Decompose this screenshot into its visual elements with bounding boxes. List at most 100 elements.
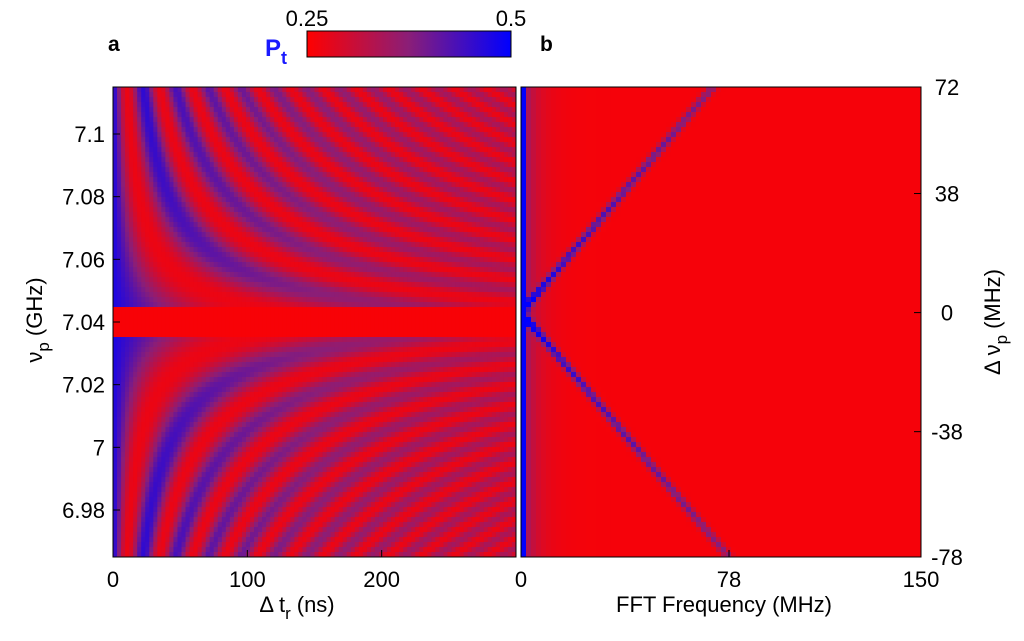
heat-cell bbox=[181, 187, 187, 193]
heat-cell bbox=[213, 227, 219, 233]
heat-cell bbox=[370, 222, 376, 228]
heat-cell bbox=[399, 117, 404, 123]
heat-cell bbox=[125, 327, 130, 333]
heat-cell bbox=[221, 252, 227, 258]
heat-cell bbox=[338, 227, 344, 233]
heat-cell bbox=[391, 187, 396, 193]
heat-cell bbox=[278, 297, 283, 303]
heat-cell bbox=[306, 112, 312, 118]
heat-cell bbox=[354, 307, 360, 313]
heat-cell bbox=[463, 127, 469, 133]
heat-cell bbox=[455, 167, 461, 173]
heat-cell bbox=[451, 107, 457, 113]
heat-cell bbox=[117, 232, 122, 238]
heat-cell bbox=[366, 272, 372, 278]
heat-cell bbox=[201, 142, 207, 148]
heat-cell bbox=[451, 127, 457, 133]
heat-cell bbox=[463, 172, 469, 178]
heat-cell bbox=[233, 177, 239, 183]
heat-cell bbox=[225, 192, 231, 198]
heat-cell bbox=[310, 287, 316, 293]
heat-cell bbox=[358, 217, 364, 223]
heat-cell bbox=[302, 317, 308, 323]
heat-cell bbox=[415, 237, 420, 243]
heat-cell bbox=[113, 87, 118, 93]
heat-cell bbox=[250, 227, 255, 233]
heat-cell bbox=[383, 217, 388, 223]
heat-cell bbox=[245, 122, 251, 128]
heat-cell bbox=[278, 267, 283, 273]
heat-cell bbox=[447, 182, 453, 188]
heat-cell bbox=[129, 227, 134, 233]
heat-cell bbox=[181, 107, 187, 113]
heat-cell bbox=[213, 142, 219, 148]
heat-cell bbox=[435, 262, 441, 268]
heat-cell bbox=[233, 117, 239, 123]
heat-cell bbox=[459, 222, 465, 228]
heat-cell bbox=[467, 282, 473, 288]
heat-cell bbox=[366, 257, 372, 263]
heat-cell bbox=[157, 92, 162, 98]
heat-cell bbox=[181, 157, 187, 163]
heat-cell bbox=[391, 317, 396, 323]
heat-cell bbox=[213, 232, 219, 238]
heat-cell bbox=[145, 182, 150, 188]
heat-cell bbox=[362, 102, 368, 108]
heat-cell bbox=[330, 217, 336, 223]
heat-cell bbox=[342, 192, 348, 198]
heat-cell bbox=[338, 257, 344, 263]
heat-cell bbox=[463, 87, 469, 93]
heat-cell bbox=[374, 117, 380, 123]
heat-cell bbox=[391, 207, 396, 213]
heat-cell bbox=[423, 162, 428, 168]
heat-cell bbox=[221, 292, 227, 298]
heat-cell bbox=[334, 312, 340, 318]
heat-cell bbox=[511, 117, 516, 123]
heat-cell bbox=[145, 332, 150, 338]
heat-cell bbox=[137, 252, 142, 258]
heat-cell bbox=[209, 287, 215, 293]
heat-cell bbox=[266, 227, 271, 233]
heat-cell bbox=[354, 137, 360, 143]
heat-cell bbox=[354, 287, 360, 293]
heat-cell bbox=[342, 292, 348, 298]
heat-cell bbox=[346, 327, 352, 333]
heat-cell bbox=[181, 307, 187, 313]
heat-cell bbox=[483, 292, 489, 298]
heat-cell bbox=[157, 212, 162, 218]
heat-cell bbox=[278, 147, 283, 153]
heat-cell bbox=[310, 267, 316, 273]
heat-cell bbox=[378, 282, 384, 288]
heat-cell bbox=[475, 147, 481, 153]
heat-cell bbox=[431, 282, 436, 288]
heat-cell bbox=[431, 152, 436, 158]
heat-cell bbox=[370, 167, 376, 173]
heat-cell bbox=[250, 217, 255, 223]
heat-cell bbox=[491, 92, 497, 98]
heat-cell bbox=[330, 162, 336, 168]
heat-cell bbox=[298, 207, 304, 213]
heat-cell bbox=[503, 142, 509, 148]
heat-cell bbox=[475, 292, 481, 298]
heat-cell bbox=[221, 287, 227, 293]
heat-cell bbox=[387, 207, 392, 213]
heat-cell bbox=[117, 122, 122, 128]
heat-cell bbox=[374, 92, 380, 98]
heat-cell bbox=[306, 227, 312, 233]
heat-cell bbox=[125, 222, 130, 228]
heat-cell bbox=[407, 252, 412, 258]
heat-cell bbox=[290, 287, 295, 293]
heat-cell bbox=[290, 312, 295, 318]
heat-cell bbox=[274, 147, 279, 153]
heat-cell bbox=[117, 262, 122, 268]
heat-cell bbox=[250, 327, 255, 333]
heat-cell bbox=[254, 312, 259, 318]
heat-cell bbox=[169, 242, 175, 248]
heat-cell bbox=[302, 117, 308, 123]
heat-cell bbox=[181, 237, 187, 243]
heat-cell bbox=[298, 307, 304, 313]
heat-cell bbox=[165, 292, 171, 298]
heat-cell bbox=[342, 177, 348, 183]
heat-cell bbox=[407, 267, 412, 273]
heat-cell bbox=[403, 142, 408, 148]
